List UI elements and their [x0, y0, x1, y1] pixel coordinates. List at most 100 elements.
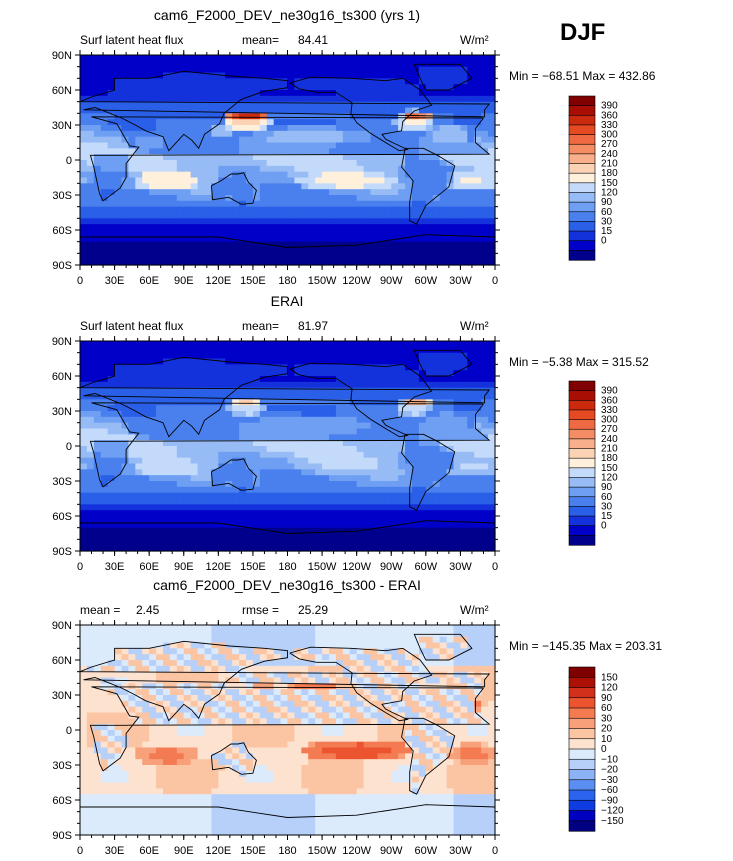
map-cell: [273, 241, 282, 249]
map-cell: [405, 364, 413, 371]
map-cell: [308, 90, 316, 97]
map-cell: [156, 247, 164, 254]
map-cell: [259, 171, 268, 179]
map-cell: [322, 370, 330, 377]
map-cell: [169, 148, 178, 155]
map-cell: [86, 706, 95, 714]
map-cell: [163, 533, 171, 540]
map-cell: [232, 370, 240, 377]
map-cell: [183, 125, 192, 132]
map-cell: [190, 498, 199, 505]
map-cell: [384, 241, 392, 249]
map-cell: [252, 469, 261, 476]
map-cell: [287, 434, 296, 441]
map-cell: [135, 212, 143, 219]
map-cell: [391, 84, 399, 91]
map-cell: [384, 107, 392, 114]
map-cell: [349, 84, 358, 91]
map-cell: [114, 539, 123, 546]
map-cell: [218, 142, 226, 149]
map-cell: [488, 113, 496, 120]
map-cell: [183, 177, 192, 184]
map-cell: [308, 475, 316, 482]
map-cell: [280, 218, 289, 225]
map-cell: [488, 218, 496, 225]
map-cell: [335, 416, 344, 424]
map-cell: [418, 381, 427, 389]
map-cell: [176, 224, 185, 231]
map-cell: [225, 66, 233, 74]
map-cell: [80, 527, 88, 535]
map-cell: [176, 498, 185, 505]
map-cell: [349, 142, 358, 149]
map-cell: [128, 177, 136, 184]
map-cell: [86, 358, 95, 365]
map-cell: [322, 428, 330, 435]
map-cell: [432, 516, 441, 523]
map-cell: [467, 440, 475, 447]
map-cell: [176, 516, 185, 523]
map-cell: [405, 136, 413, 144]
map-cell: [176, 241, 185, 249]
map-cell: [287, 358, 296, 365]
map-cell: [384, 60, 392, 68]
map-cell: [384, 253, 392, 260]
map-cell: [163, 475, 171, 482]
map-cell: [86, 718, 95, 725]
map-cell: [280, 516, 289, 523]
map-cell: [100, 195, 109, 202]
map-cell: [322, 393, 330, 400]
stat-label: mean=: [242, 33, 279, 47]
map-cell: [273, 84, 282, 91]
map-cell: [128, 539, 136, 546]
map-cell: [294, 469, 302, 476]
map-cell: [169, 218, 178, 225]
map-cell: [308, 247, 316, 254]
map-cell: [142, 235, 150, 243]
map-cell: [460, 119, 468, 126]
map-cell: [93, 200, 102, 208]
map-cell: [121, 498, 130, 505]
map-cell: [342, 212, 351, 219]
map-cell: [107, 800, 116, 807]
map-cell: [356, 405, 365, 412]
map-cell: [481, 165, 489, 173]
map-cell: [384, 411, 392, 418]
map-cell: [453, 451, 462, 459]
map-cell: [259, 241, 268, 249]
map-cell: [266, 247, 275, 254]
map-cell: [252, 527, 261, 535]
map-cell: [418, 183, 427, 190]
map-cell: [273, 165, 282, 173]
map-cell: [315, 457, 323, 465]
map-cell: [412, 376, 420, 383]
map-cell: [287, 399, 296, 406]
panel-difference: cam6_F2000_DEV_ne30g16_ts300 - ERAI mean…: [52, 577, 663, 857]
map-cell: [135, 416, 143, 424]
map-cell: [156, 521, 164, 529]
map-cell: [239, 142, 247, 149]
map-cell: [232, 84, 240, 91]
map-cell: [342, 90, 351, 97]
map-cell: [80, 364, 88, 371]
map-cell: [211, 200, 219, 208]
map-cell: [190, 352, 199, 360]
map-cell: [425, 125, 434, 132]
map-cell: [315, 352, 323, 360]
map-cell: [391, 171, 399, 179]
map-cell: [225, 527, 233, 535]
map-cell: [460, 416, 468, 424]
colorbar-level-label: 90: [601, 482, 613, 493]
map-cell: [190, 521, 199, 529]
map-cell: [467, 510, 475, 517]
map-cell: [197, 475, 206, 482]
map-cell: [370, 463, 379, 470]
map-cell: [211, 60, 219, 68]
map-cell: [370, 136, 379, 144]
map-cell: [287, 364, 296, 371]
map-cell: [287, 78, 296, 85]
map-cell: [93, 788, 102, 795]
map-cell: [142, 469, 150, 476]
map-cell: [163, 521, 171, 529]
map-cell: [80, 84, 88, 91]
